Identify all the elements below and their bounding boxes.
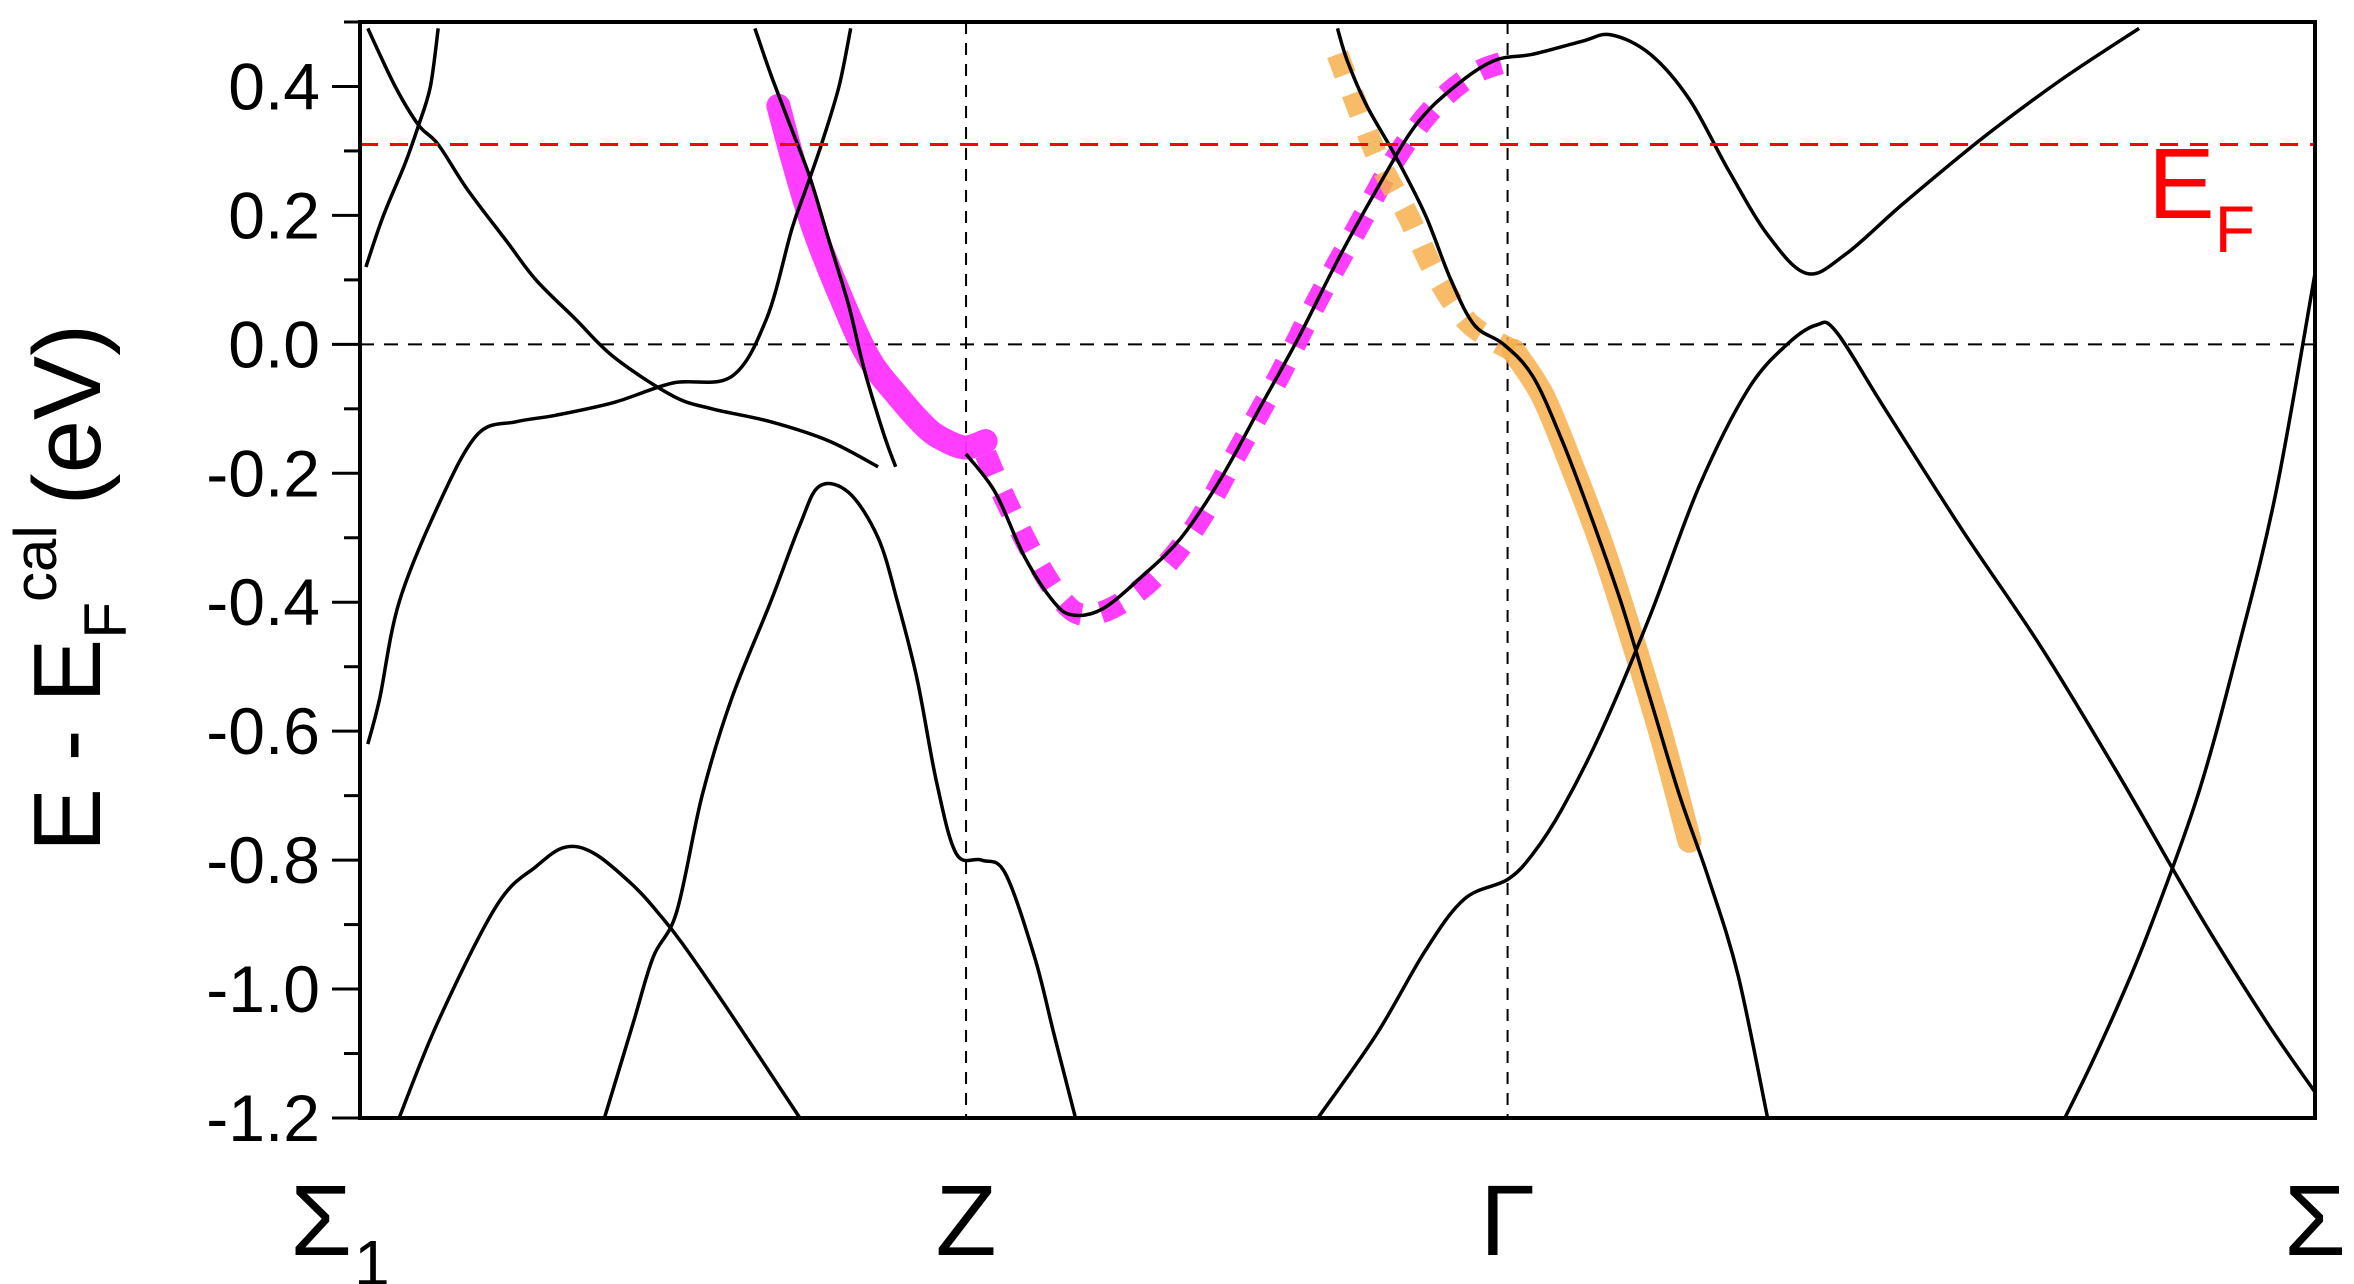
y-tick-label: -0.2 <box>206 436 320 510</box>
kpoint-label: Z <box>936 1165 997 1277</box>
y-tick-label: -0.6 <box>206 694 320 768</box>
highlight-dotted-series <box>1327 50 1519 361</box>
y-tick-label: 0.0 <box>228 307 320 381</box>
highlight-solid-series <box>1501 338 1702 853</box>
plot-content <box>360 22 2315 1118</box>
y-axis-label-subscript: F <box>72 602 139 639</box>
fermi-level-label: EF <box>2148 128 2255 266</box>
y-tick-label: -1.2 <box>206 1081 320 1155</box>
band-line <box>1335 27 1770 1118</box>
y-tick-label: -0.4 <box>206 565 320 639</box>
plot-area <box>360 22 2315 1118</box>
highlight-solid-series <box>766 93 998 460</box>
plot-frame <box>358 20 2317 1120</box>
y-tick-label: -0.8 <box>206 823 320 897</box>
band-line <box>364 28 440 268</box>
y-axis-label: E - EFcal (eV) <box>2 324 139 852</box>
kpoint-label: Γ <box>1480 1165 1535 1277</box>
kpoint-symbol: Z <box>936 1165 997 1277</box>
band-line <box>964 26 2141 618</box>
band-line <box>1316 320 2315 1118</box>
kpoint-symbol: Γ <box>1480 1165 1535 1277</box>
fermi-label-main: E <box>2148 128 2215 240</box>
kpoint-label: Σ <box>2284 1165 2346 1277</box>
y-tick-label: -1.0 <box>206 952 320 1026</box>
band-line <box>602 481 1078 1118</box>
kpoint-subscript: 1 <box>354 1227 390 1284</box>
kpoint-symbol: Σ <box>290 1165 352 1277</box>
band-line <box>2063 273 2315 1118</box>
fermi-label-subscript: F <box>2215 192 2255 266</box>
band-line <box>366 28 853 745</box>
y-tick-label: 0.4 <box>228 49 320 123</box>
y-axis-label-main: E - E <box>14 639 121 852</box>
kpoint-label: Σ1 <box>290 1165 389 1284</box>
y-axis-label-superscript: cal <box>2 525 69 602</box>
axes: -1.2-1.0-0.8-0.6-0.4-0.20.00.20.4Σ1 Z Γ ΣE … <box>2 20 2346 1284</box>
y-tick-label: 0.2 <box>228 178 320 252</box>
band-line <box>753 27 898 468</box>
band-line <box>397 844 802 1118</box>
kpoint-symbol: Σ <box>2284 1165 2346 1277</box>
y-axis-label-unit: (eV) <box>14 324 121 505</box>
